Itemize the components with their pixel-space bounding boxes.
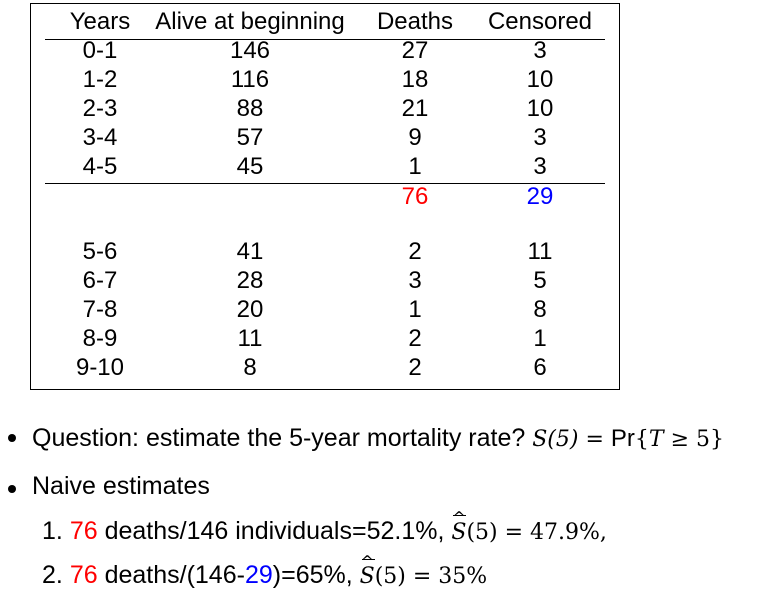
item-2-deaths: 76 xyxy=(69,561,98,589)
first-row-1-years: 0-1 xyxy=(82,37,118,64)
second-row-3-deaths: 1 xyxy=(408,296,422,323)
second-row-5-years: 9-10 xyxy=(75,354,125,381)
first-row-4-years: 3-4 xyxy=(82,124,118,151)
item-1-formula: S ^ (5) = 47.9%, xyxy=(451,508,607,545)
first-row-3-deaths: 21 xyxy=(401,95,429,122)
second-row-4-alive: 11 xyxy=(237,325,263,352)
second-row-1-alive: 41 xyxy=(236,238,264,265)
first-row-2-alive: 116 xyxy=(230,66,270,93)
item-2-formula: S ^ (5) = 35% xyxy=(360,552,488,589)
bullet-dot-question xyxy=(8,434,16,442)
total-censored: 29 xyxy=(526,183,554,210)
item-1-number: 1. xyxy=(42,517,63,545)
second-row-4-deaths: 2 xyxy=(408,325,422,352)
subtotal-rule xyxy=(45,183,605,184)
second-row-3-years: 7-8 xyxy=(82,296,118,323)
item-2-text-a: deaths/(146- xyxy=(97,561,245,589)
first-row-5-alive: 45 xyxy=(236,153,264,180)
second-row-5-deaths: 2 xyxy=(408,354,422,381)
first-row-4-alive: 57 xyxy=(236,124,264,151)
estimate-item-2: 2. 76 deaths/(146-29)=65%, S ^ (5) = 35% xyxy=(42,552,488,592)
second-row-4-censored: 1 xyxy=(533,325,547,352)
second-row-2-censored: 5 xyxy=(533,267,547,294)
first-row-3-years: 2-3 xyxy=(82,95,118,122)
second-row-5-alive: 8 xyxy=(243,354,257,381)
bullet-dot-naive xyxy=(8,485,16,493)
item-2-number: 2. xyxy=(42,561,63,589)
second-row-2-years: 6-7 xyxy=(82,267,118,294)
item-2-censored: 29 xyxy=(244,561,273,589)
header-alive: Alive at beginning xyxy=(155,8,345,35)
first-row-3-alive: 88 xyxy=(236,95,264,122)
question-text: Question: estimate the 5-year mortality … xyxy=(32,424,526,452)
first-row-5-censored: 3 xyxy=(533,153,547,180)
second-row-4-years: 8-9 xyxy=(82,325,118,352)
estimate-item-1: 1. 76 deaths/146 individuals=52.1%, S ^ (5… xyxy=(42,508,607,548)
first-row-4-censored: 3 xyxy=(533,124,547,151)
first-row-1-alive: 146 xyxy=(229,37,271,64)
second-row-3-alive: 20 xyxy=(236,296,264,323)
first-row-5-deaths: 1 xyxy=(408,153,422,180)
item-1-deaths: 76 xyxy=(69,517,98,545)
second-row-1-censored: 11 xyxy=(527,238,553,265)
question-formula: S(5) = Pr{T ≥ 5} xyxy=(532,425,724,452)
first-row-2-years: 1-2 xyxy=(82,66,118,93)
item-1-text: deaths/146 individuals=52.1%, xyxy=(97,517,452,545)
item-2-text-b: )=65%, xyxy=(272,561,360,589)
first-row-2-censored: 10 xyxy=(526,66,554,93)
header-rule xyxy=(45,39,605,40)
second-row-1-deaths: 2 xyxy=(408,238,422,265)
second-row-2-deaths: 3 xyxy=(408,267,422,294)
bullet-question: Question: estimate the 5-year mortality … xyxy=(32,423,724,455)
header-years: Years xyxy=(69,8,131,35)
first-row-4-deaths: 9 xyxy=(408,124,422,151)
header-deaths: Deaths xyxy=(376,8,454,35)
second-row-3-censored: 8 xyxy=(533,296,547,323)
second-row-2-alive: 28 xyxy=(236,267,264,294)
first-row-1-censored: 3 xyxy=(533,37,547,64)
second-row-5-censored: 6 xyxy=(533,354,547,381)
first-row-2-deaths: 18 xyxy=(401,66,429,93)
header-censored: Censored xyxy=(487,8,593,35)
second-row-1-years: 5-6 xyxy=(82,238,118,265)
first-row-5-years: 4-5 xyxy=(82,153,118,180)
bullet-naive-label: Naive estimates xyxy=(32,472,210,500)
first-row-1-deaths: 27 xyxy=(401,37,429,64)
first-row-3-censored: 10 xyxy=(526,95,554,122)
data-table xyxy=(30,3,620,390)
total-deaths: 76 xyxy=(401,183,429,210)
